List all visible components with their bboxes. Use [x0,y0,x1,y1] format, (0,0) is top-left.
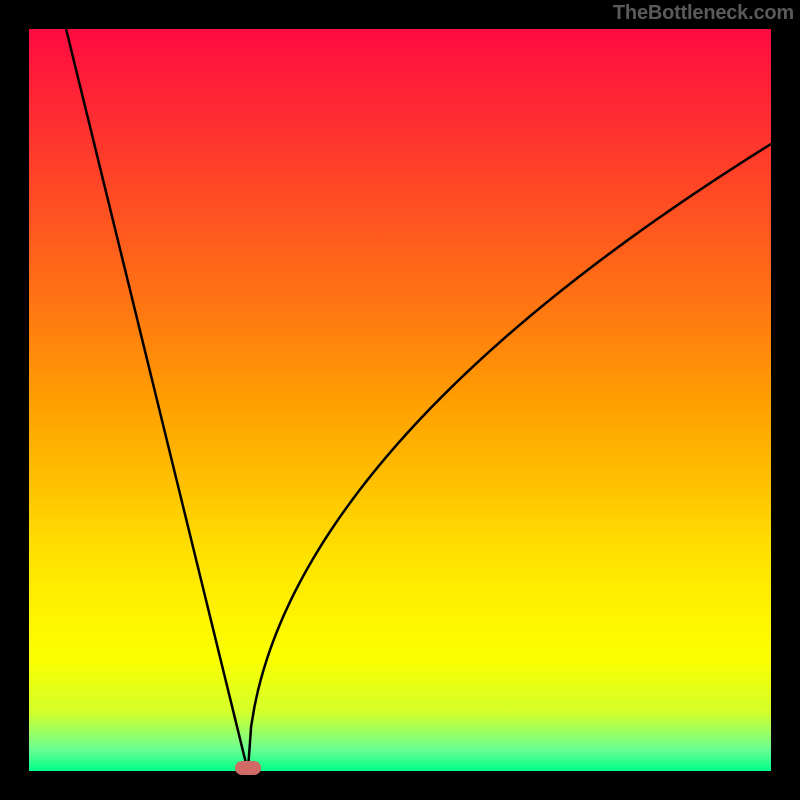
bottleneck-curve-path [66,29,771,771]
chart-plot-area [29,29,771,771]
optimal-point-marker [235,761,261,775]
bottleneck-curve-svg [29,29,771,771]
watermark-text: TheBottleneck.com [613,2,794,25]
